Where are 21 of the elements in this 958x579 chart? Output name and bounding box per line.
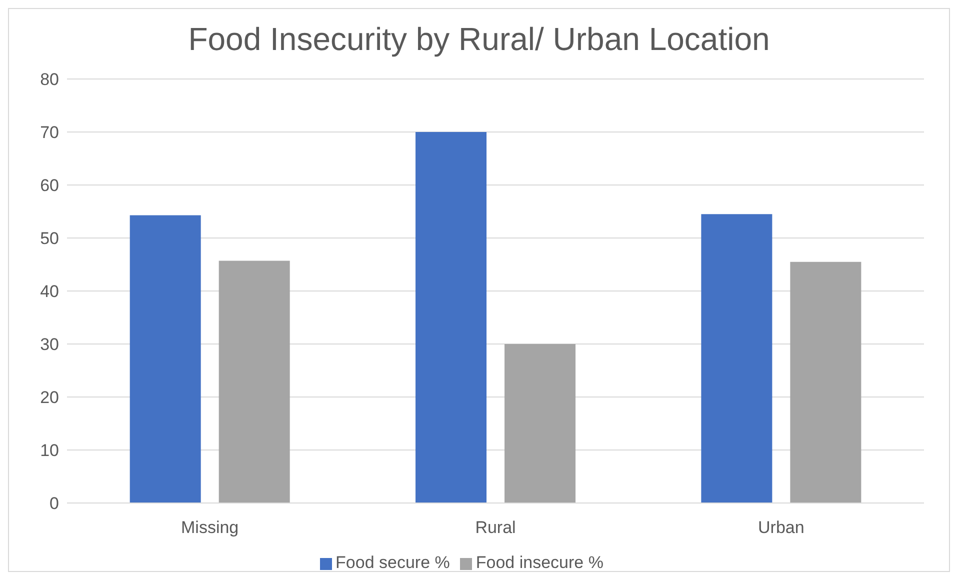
bar bbox=[416, 132, 487, 503]
y-tick-label: 50 bbox=[40, 229, 59, 248]
y-tick-label: 70 bbox=[40, 123, 59, 142]
y-tick-label: 40 bbox=[40, 282, 59, 302]
x-tick-label: Urban bbox=[758, 518, 804, 538]
chart-title: Food Insecurity by Rural/ Urban Location bbox=[188, 21, 770, 57]
y-tick-label: 80 bbox=[40, 70, 59, 90]
y-tick-label: 60 bbox=[40, 176, 59, 196]
x-tick-label: Missing bbox=[181, 518, 239, 538]
y-tick-label: 0 bbox=[50, 494, 59, 514]
y-tick-label: 30 bbox=[40, 335, 59, 354]
legend-label: Food insecure % bbox=[476, 553, 604, 572]
bar bbox=[504, 344, 576, 503]
y-tick-label: 10 bbox=[40, 441, 59, 460]
legend-label: Food secure % bbox=[336, 553, 450, 572]
y-tick-label: 20 bbox=[40, 388, 59, 408]
x-tick-label: Rural bbox=[475, 518, 516, 538]
bar bbox=[218, 260, 290, 503]
bar bbox=[701, 214, 772, 503]
bar bbox=[790, 262, 862, 503]
bar bbox=[130, 215, 201, 503]
